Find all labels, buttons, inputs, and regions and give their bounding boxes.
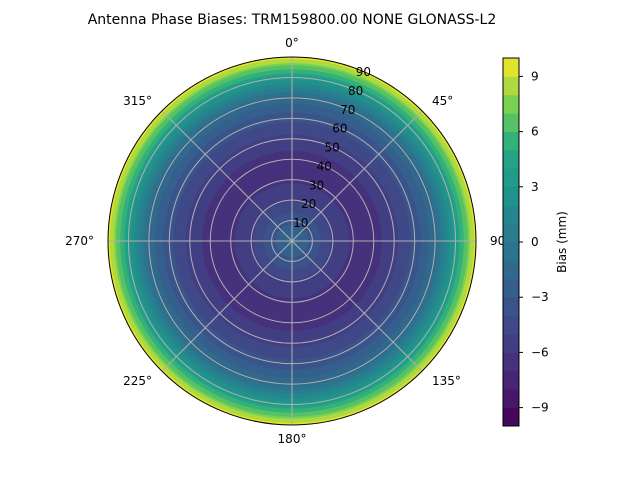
polar-frame (107, 56, 477, 426)
radial-tick-label: 60 (332, 122, 347, 136)
angular-tick-label: 180° (278, 432, 307, 446)
colorbar-ticks: −9 −6 −3 0 3 6 9 (519, 69, 549, 415)
radial-tick-label: 70 (340, 103, 355, 117)
colorbar-tick-label: −6 (531, 345, 549, 359)
colorbar: −9 −6 −3 0 3 6 9 Bias (mm) (502, 57, 569, 427)
polar-grid (108, 57, 476, 425)
angular-gridline (161, 110, 293, 242)
colorbar-label: Bias (mm) (555, 211, 569, 273)
colorbar-tick-label: 9 (531, 69, 539, 83)
colorbar-level (503, 315, 519, 335)
angular-tick-label: 45° (432, 94, 453, 108)
colorbar-level (503, 150, 519, 169)
angular-tick-label: 315° (123, 94, 152, 108)
radial-tick-label: 80 (348, 84, 363, 98)
colorbar-level (503, 168, 519, 188)
radial-tick-labels: 10 20 30 40 50 60 70 80 90 (293, 65, 371, 230)
colorbar-level (503, 205, 519, 224)
colorbar-level (503, 278, 519, 298)
radial-tick-label: 30 (309, 178, 324, 192)
colorbar-tick-label: 3 (531, 180, 539, 194)
angular-gridline (291, 110, 423, 242)
colorbar-level (503, 94, 519, 114)
radial-tick-label: 90 (356, 65, 371, 79)
angular-tick-label: 0° (285, 36, 299, 50)
radial-tick-label: 40 (317, 159, 332, 173)
angular-tick-label: 135° (432, 374, 461, 388)
colorbar-level (503, 407, 519, 427)
angular-tick-label: 225° (123, 374, 152, 388)
colorbar-tick-label: −3 (531, 290, 549, 304)
angular-tick-label: 270° (65, 234, 94, 248)
angular-gridline (291, 240, 423, 372)
colorbar-level (503, 223, 519, 243)
colorbar-level (503, 58, 519, 77)
colorbar-tick-label: −9 (531, 401, 549, 415)
radial-tick-label: 10 (293, 216, 308, 230)
colorbar-level (503, 389, 519, 408)
colorbar-level (503, 334, 519, 353)
colorbar-level (503, 260, 519, 280)
radial-tick-label: 50 (324, 141, 339, 155)
colorbar-level (503, 370, 519, 390)
colorbar-tick-label: 0 (531, 235, 539, 249)
colorbar-level (503, 242, 519, 261)
colorbar-tick-label: 6 (531, 125, 539, 139)
radial-tick-label: 20 (301, 197, 316, 211)
chart-title: Antenna Phase Biases: TRM159800.00 NONE … (88, 12, 497, 28)
angular-gridline (161, 240, 293, 372)
colorbar-levels (503, 58, 519, 427)
colorbar-level (503, 352, 519, 372)
colorbar-level (503, 76, 519, 96)
colorbar-level (503, 186, 519, 206)
colorbar-level (503, 131, 519, 151)
colorbar-level (503, 297, 519, 316)
colorbar-level (503, 113, 519, 132)
